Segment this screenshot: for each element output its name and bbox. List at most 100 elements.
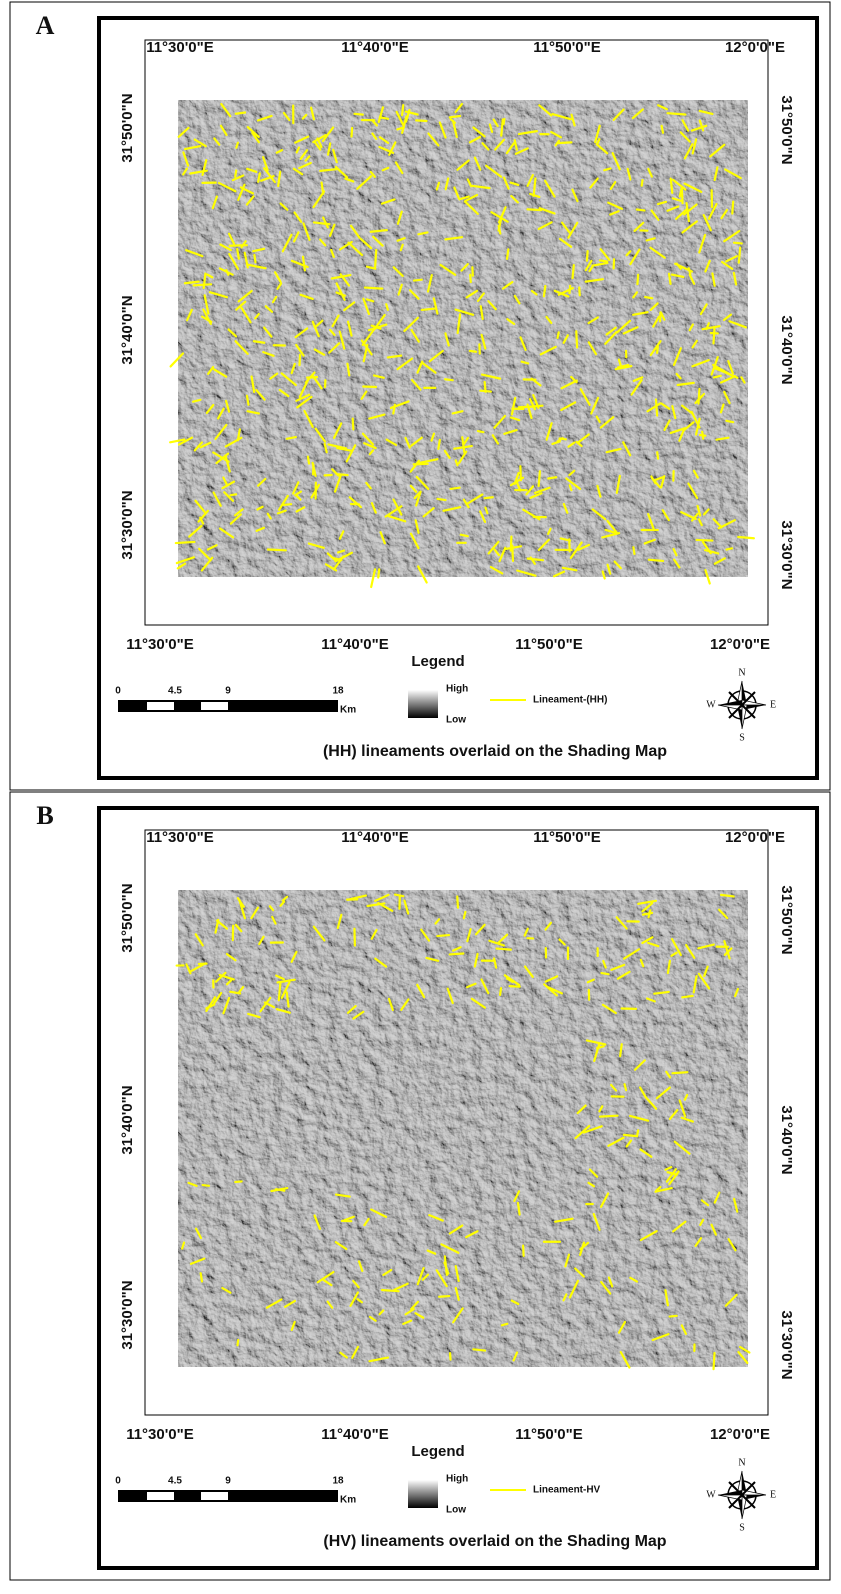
lineament (378, 569, 379, 577)
lineament (464, 912, 466, 918)
caption: (HH) lineaments overlaid on the Shading … (323, 743, 667, 760)
lineament (308, 457, 309, 464)
legend-low: Low (446, 1505, 466, 1516)
lineament (700, 435, 705, 436)
lineament (445, 379, 453, 380)
lineament (528, 559, 543, 561)
left-lat-label: 31°50'0"N (119, 93, 136, 162)
lineament (657, 452, 658, 458)
lineament (587, 251, 588, 261)
lineament (439, 1296, 449, 1297)
lineament (645, 297, 652, 298)
right-lat-label: 31°40'0"N (778, 1105, 795, 1174)
lineament (355, 114, 363, 115)
compass-e: E (770, 699, 776, 710)
lineament (625, 1084, 627, 1090)
lineament (402, 105, 403, 115)
lineament (734, 243, 742, 244)
lineament (633, 547, 634, 554)
lineament (201, 1273, 202, 1281)
lineament (480, 391, 491, 392)
lineament (279, 983, 281, 1000)
lineament (519, 407, 534, 408)
legend-gradient (408, 1480, 438, 1508)
scale-label: 18 (332, 1476, 344, 1487)
top-lon-label: 11°30'0"E (146, 829, 214, 846)
figure: A 11°30'0"E 11°40'0"E 11°50'0"E 12°0'0"E 11°3… (0, 0, 841, 1594)
top-lon-label: 11°40'0"E (341, 39, 409, 56)
lineament (739, 248, 740, 263)
lineament (620, 1044, 622, 1056)
panel-label: B (36, 801, 53, 830)
bottom-lon-label: 12°0'0"E (710, 1426, 770, 1443)
lineament (236, 143, 238, 148)
lineament (438, 440, 439, 449)
legend-lineament: Lineament-(HH) (533, 695, 607, 706)
bottom-lon-label: 11°30'0"E (126, 1426, 194, 1443)
bottom-lon-label: 11°30'0"E (126, 636, 194, 653)
top-lon-label: 11°50'0"E (533, 829, 601, 846)
legend-gradient (408, 690, 438, 718)
legend-title: Legend (411, 1443, 464, 1460)
lineament (203, 1185, 209, 1186)
relief-tone (178, 100, 748, 577)
lineament (642, 180, 643, 186)
lineament (268, 550, 286, 551)
lineament (254, 255, 255, 262)
lineament (507, 249, 508, 259)
lineament (637, 275, 638, 284)
lineament (548, 477, 556, 478)
left-lat-label: 31°30'0"N (119, 490, 136, 559)
lineament (363, 386, 376, 387)
bottom-lon-label: 11°40'0"E (321, 636, 389, 653)
lineament (656, 399, 657, 415)
lineament (682, 996, 692, 997)
compass-w: W (706, 1489, 716, 1500)
panel: B 11°30'0"E 11°40'0"E 11°50'0"E 12°0'0"E 11°3… (10, 792, 830, 1580)
lineament (299, 355, 300, 365)
lineament (353, 419, 354, 430)
top-lon-label: 11°40'0"E (341, 829, 409, 846)
lineament (450, 954, 464, 955)
lineament (600, 1116, 618, 1117)
bottom-lon-label: 11°50'0"E (515, 636, 583, 653)
lineament (668, 113, 686, 114)
lineament (386, 304, 388, 310)
relief-tone (178, 890, 748, 1367)
legend-title: Legend (411, 653, 464, 670)
lineament (527, 209, 541, 210)
lineament (557, 142, 571, 143)
scale-label: 0 (115, 686, 121, 697)
lineament (437, 935, 449, 936)
scale-bar-segment (147, 702, 174, 710)
lineament (637, 210, 645, 211)
lineament (416, 120, 426, 121)
lineament (258, 173, 260, 181)
lineament (414, 280, 422, 281)
lineament (738, 537, 754, 538)
lineament (662, 126, 663, 133)
panel: A11°30'0"E11°40'0"E11°50'0"E12°0'0"E11°3… (10, 2, 830, 790)
lineament (600, 260, 607, 261)
scale-label: 4.5 (168, 686, 182, 697)
compass-n: N (738, 667, 745, 678)
lineament (502, 1324, 507, 1325)
lineament (544, 286, 545, 296)
scale-unit: Km (340, 705, 356, 716)
lineament (437, 499, 445, 500)
lineament (235, 1181, 241, 1182)
lineament (669, 274, 671, 284)
lineament (569, 286, 570, 293)
lineament (649, 560, 663, 561)
lineament (682, 188, 683, 203)
lineament (512, 546, 513, 561)
lineament (382, 1290, 399, 1291)
lineament (539, 471, 540, 486)
panel-label: A (36, 11, 55, 40)
lineament (714, 1353, 715, 1369)
lineament (461, 535, 468, 537)
lineament (365, 288, 382, 289)
lineament (247, 396, 249, 405)
scale-unit: Km (340, 1495, 356, 1506)
